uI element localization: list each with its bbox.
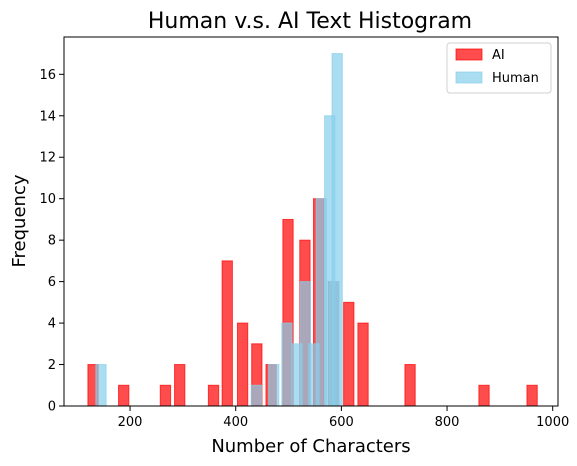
bar-ai-15: [404, 364, 416, 407]
y-tick-label-1: 2: [48, 358, 56, 373]
bar-ai-14: [357, 322, 369, 407]
bar-human-1: [250, 384, 262, 407]
bar-ai-2: [159, 384, 172, 407]
legend-swatch-ai: [455, 48, 483, 61]
bars-layer: [87, 53, 538, 407]
y-axis-title: Frequency: [9, 174, 30, 267]
y-tick-label-0: 0: [48, 400, 56, 415]
bar-ai-3: [174, 364, 186, 407]
y-tick-label-2: 4: [48, 317, 56, 332]
x-tick-label-2: 600: [329, 415, 354, 430]
bar-human-0: [95, 364, 107, 407]
bar-ai-4: [207, 384, 220, 407]
bar-ai-17: [526, 384, 538, 407]
x-tick-label-1: 400: [223, 415, 248, 430]
x-axis-ticks: 200 400 600 800 1000: [118, 406, 569, 430]
legend-label-human: Human: [492, 71, 539, 86]
y-tick-label-7: 14: [39, 109, 56, 124]
x-tick-label-4: 1000: [536, 415, 569, 430]
bar-human-10: [328, 281, 340, 407]
x-tick-label-0: 200: [118, 415, 143, 430]
x-axis-title: Number of Characters: [211, 436, 410, 457]
y-tick-label-8: 16: [39, 68, 56, 83]
bar-human-3: [281, 322, 293, 407]
chart-title: Human v.s. AI Text Histogram: [148, 9, 472, 34]
y-tick-label-5: 10: [39, 192, 56, 207]
bar-human-2: [268, 364, 280, 407]
bar-ai-6: [236, 322, 249, 407]
bar-ai-1: [118, 384, 130, 407]
y-tick-label-4: 8: [48, 234, 56, 249]
bar-ai-13: [343, 301, 355, 407]
x-tick-label-3: 800: [435, 415, 460, 430]
legend: AI Human: [446, 42, 552, 94]
y-tick-label-3: 6: [48, 275, 56, 290]
y-tick-label-6: 12: [39, 151, 56, 166]
legend-swatch-human: [455, 71, 483, 84]
bar-ai-16: [478, 384, 490, 407]
y-axis-ticks: 0 2 4 6 8 10 12 14 16: [39, 68, 64, 415]
plot-frame: [63, 36, 559, 407]
legend-label-ai: AI: [492, 48, 505, 63]
bar-ai-5: [221, 260, 233, 407]
